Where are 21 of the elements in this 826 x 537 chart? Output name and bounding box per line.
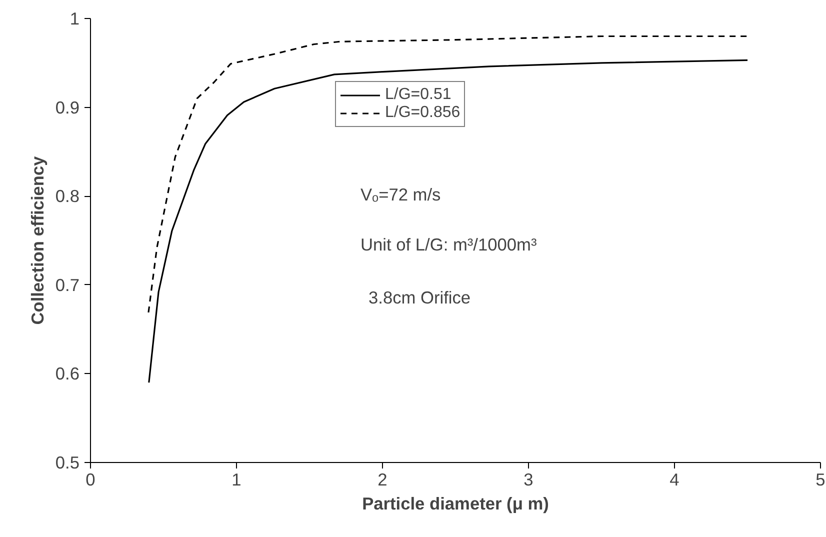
annotation: 3.8cm Orifice	[368, 288, 471, 308]
legend-label: L/G=0.51	[385, 86, 452, 104]
x-tick-label: 4	[670, 470, 680, 490]
x-tick-label: 0	[86, 470, 96, 490]
x-axis-title: Particle diameter (μ m)	[362, 494, 549, 514]
y-tick-label: 0.6	[55, 364, 80, 384]
y-tick-label: 0.5	[55, 452, 80, 472]
y-tick-label: 0.8	[55, 186, 80, 206]
x-tick-label: 3	[524, 470, 534, 490]
x-tick-label: 2	[378, 470, 388, 490]
annotation: Vₒ=72 m/s	[360, 184, 442, 204]
annotation: Unit of L/G: m³/1000m³	[360, 234, 537, 254]
y-tick-label: 0.9	[55, 97, 80, 118]
x-tick-label: 5	[816, 470, 826, 490]
y-tick-label: 1	[70, 8, 80, 28]
line-series	[148, 59, 748, 384]
y-axis-title: Collection efficiency	[27, 156, 48, 325]
x-tick-label: 1	[232, 470, 242, 490]
line-series	[148, 35, 748, 314]
y-tick-label: 0.7	[55, 274, 80, 295]
legend-label: L/G=0.856	[385, 104, 460, 122]
